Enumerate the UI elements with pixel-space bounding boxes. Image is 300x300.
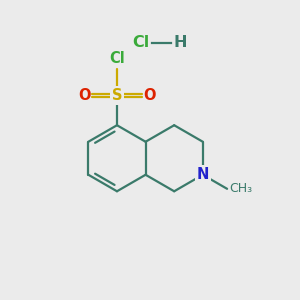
- Text: S: S: [112, 88, 122, 103]
- Text: Cl: Cl: [109, 51, 125, 66]
- Text: H: H: [173, 35, 187, 50]
- Text: O: O: [143, 88, 156, 103]
- Text: CH₃: CH₃: [230, 182, 253, 195]
- Text: N: N: [196, 167, 209, 182]
- Text: Cl: Cl: [133, 35, 150, 50]
- Text: O: O: [78, 88, 91, 103]
